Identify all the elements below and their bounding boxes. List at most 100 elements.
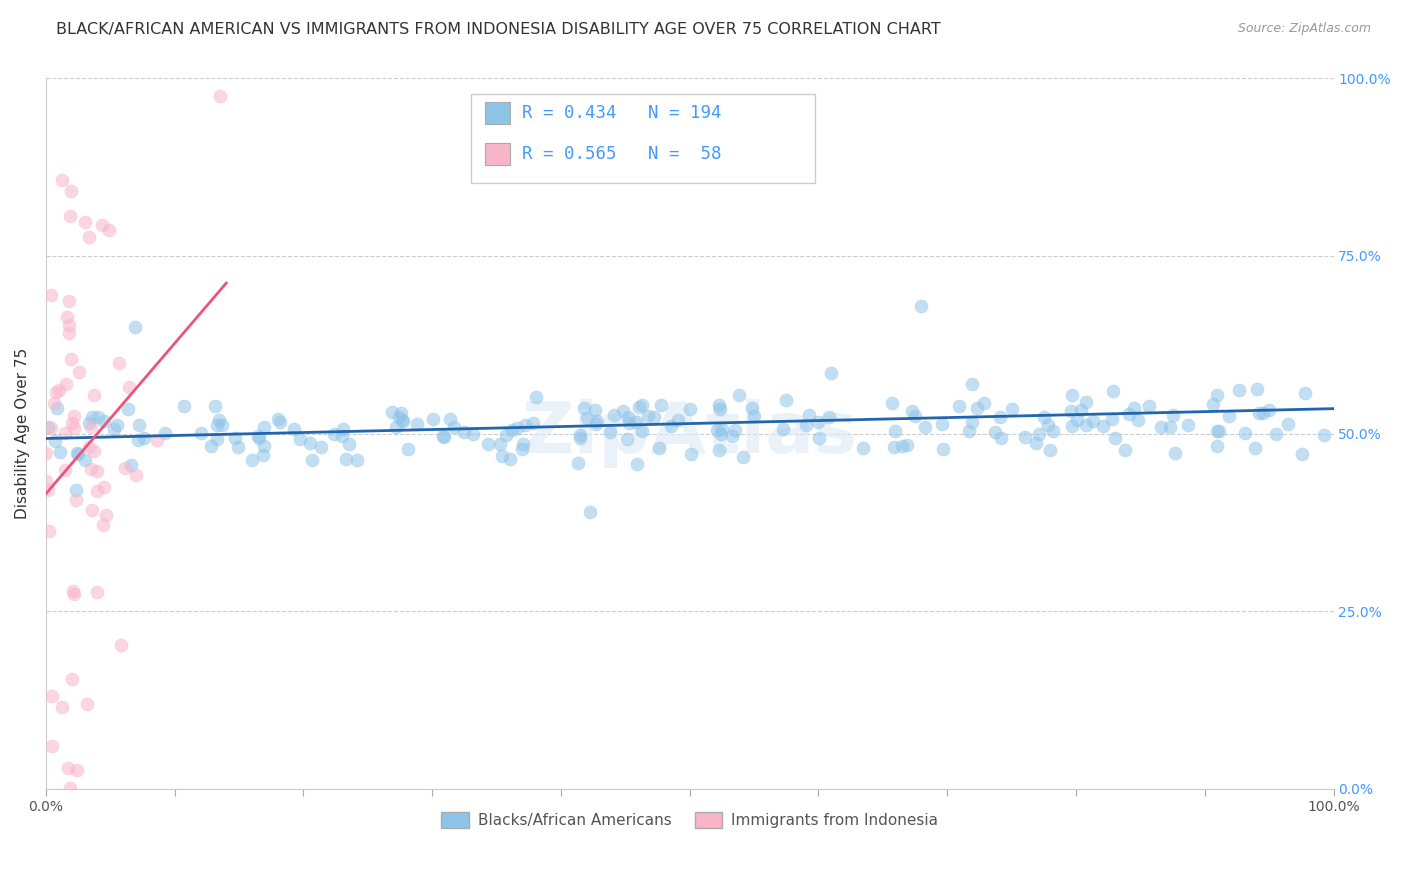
Point (710, 422, 733, 436)
Point (1039, 443, 1062, 458)
Text: R = 0.434   N = 194: R = 0.434 N = 194 (522, 104, 721, 122)
Point (883, 424, 905, 438)
Point (709, 401, 731, 416)
Point (346, 453, 368, 467)
Point (80, 419, 103, 434)
Point (443, 420, 465, 434)
Point (932, 442, 955, 456)
Point (55, 377, 77, 392)
Point (51, 700, 73, 714)
Point (120, 458, 142, 473)
Point (617, 416, 640, 430)
Point (1137, 399, 1160, 413)
Point (98, 223, 121, 237)
Point (86, 465, 108, 479)
Point (477, 437, 499, 451)
Point (576, 410, 599, 425)
Point (1001, 402, 1024, 417)
Point (896, 438, 918, 452)
Point (39, 421, 62, 435)
Point (392, 414, 415, 428)
Point (41, 690, 63, 704)
Point (578, 505, 600, 519)
Point (66, 763, 89, 777)
Point (86, 483, 108, 498)
Point (87, 409, 110, 424)
Point (1159, 419, 1181, 434)
Point (585, 414, 607, 428)
Point (709, 442, 731, 457)
Point (1014, 430, 1036, 444)
Point (1164, 446, 1187, 460)
Text: Source: ZipAtlas.com: Source: ZipAtlas.com (1237, 22, 1371, 36)
Point (45, 385, 67, 400)
Point (628, 400, 651, 414)
Point (512, 437, 534, 451)
Point (63, 421, 86, 435)
Point (59, 781, 82, 796)
Point (522, 416, 544, 430)
Point (205, 418, 228, 433)
Point (710, 426, 733, 441)
Point (77, 440, 100, 454)
Point (960, 415, 983, 429)
Point (1070, 403, 1092, 417)
Point (103, 421, 125, 435)
Point (134, 431, 156, 445)
Point (389, 406, 412, 420)
Point (60, 673, 83, 687)
Point (643, 409, 665, 424)
Point (891, 438, 914, 452)
Point (65, 493, 87, 508)
Point (60, 184, 83, 198)
Point (228, 440, 250, 454)
Point (733, 450, 755, 464)
Point (1208, 424, 1230, 438)
Point (114, 460, 136, 475)
Point (406, 417, 429, 431)
Point (1258, 403, 1281, 417)
Point (145, 433, 167, 447)
Point (489, 437, 512, 451)
Point (211, 417, 233, 432)
Point (960, 376, 983, 391)
Point (332, 428, 354, 442)
Point (93, 414, 115, 428)
Point (439, 411, 461, 425)
Point (107, 417, 129, 432)
Point (422, 412, 444, 426)
Point (253, 439, 276, 453)
Point (35, 446, 58, 460)
Point (208, 413, 231, 427)
Point (1118, 407, 1140, 421)
Point (515, 417, 537, 432)
Point (1123, 401, 1146, 416)
Point (491, 449, 513, 463)
Point (56, 761, 79, 775)
Point (124, 320, 146, 334)
Point (240, 453, 263, 467)
Point (91, 517, 114, 532)
Point (388, 409, 411, 424)
Point (1246, 382, 1268, 396)
Point (335, 452, 357, 467)
Point (253, 420, 276, 434)
Point (83, 388, 105, 402)
Point (1101, 412, 1123, 426)
Point (60, 352, 83, 367)
Point (583, 403, 606, 417)
Point (1104, 431, 1126, 445)
Point (603, 408, 626, 422)
Point (1265, 426, 1288, 441)
Y-axis label: Disability Age Over 75: Disability Age Over 75 (15, 348, 30, 519)
Point (75, 453, 97, 467)
Point (742, 409, 765, 424)
Point (247, 429, 270, 443)
Point (290, 432, 312, 446)
Point (1202, 396, 1225, 410)
Point (1081, 414, 1104, 428)
Point (269, 415, 291, 429)
Point (973, 395, 995, 409)
Point (45, 401, 67, 415)
Point (1036, 417, 1059, 432)
